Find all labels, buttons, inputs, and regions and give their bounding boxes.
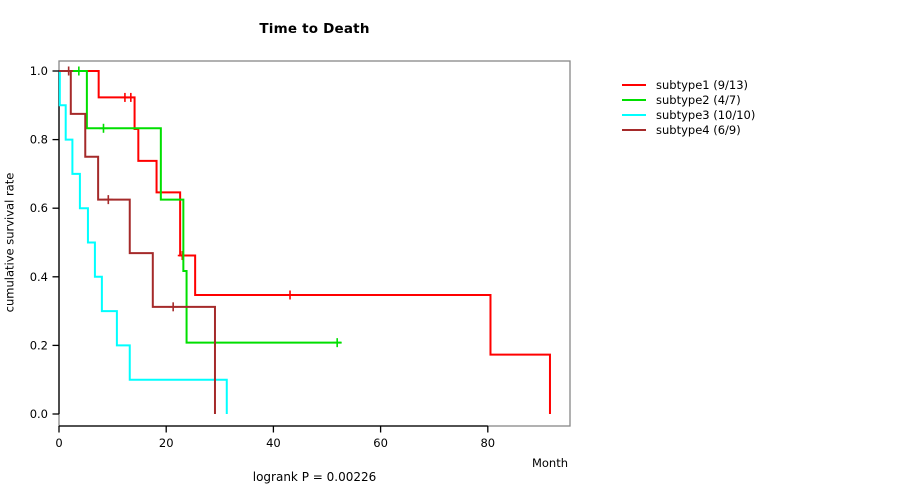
y-tick-label: 1.0: [30, 64, 48, 78]
y-tick-label: 0.6: [30, 201, 48, 215]
km-curve-subtype4: [59, 70, 216, 414]
x-axis-label: Month: [531, 456, 568, 470]
km-curve-subtype3: [58, 70, 228, 414]
x-tick-label: 60: [373, 436, 388, 450]
x-tick-label: 40: [266, 436, 281, 450]
legend-label-subtype1: subtype1 (9/13): [656, 78, 748, 92]
chart-title: Time to Death: [259, 21, 370, 37]
y-tick-label: 0.8: [30, 133, 48, 147]
x-tick-label: 80: [480, 436, 495, 450]
legend-label-subtype4: subtype4 (6/9): [656, 123, 741, 137]
logrank-p-annotation: logrank P = 0.00226: [252, 470, 377, 484]
plot-box: [58, 60, 571, 427]
x-tick-label: 20: [159, 436, 174, 450]
y-tick-label: 0.2: [30, 338, 48, 352]
km-curve-subtype1: [59, 70, 551, 414]
legend-label-subtype2: subtype2 (4/7): [656, 93, 741, 107]
y-tick-label: 0.0: [30, 407, 48, 421]
legend-label-subtype3: subtype3 (10/10): [656, 108, 755, 122]
y-tick-label: 0.4: [30, 270, 48, 284]
x-tick-label: 0: [55, 436, 62, 450]
